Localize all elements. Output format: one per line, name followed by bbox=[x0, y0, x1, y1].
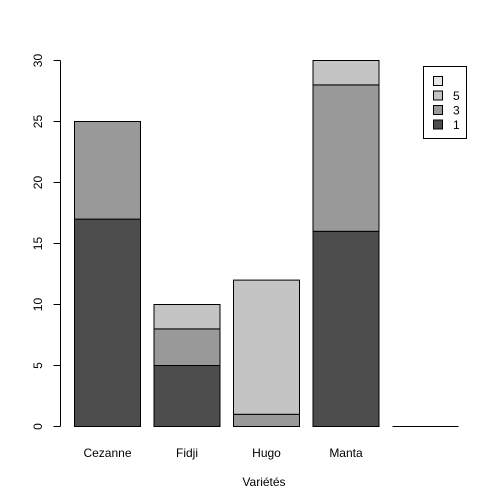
x-axis-title: Variétés bbox=[242, 475, 285, 489]
y-tick-label: 0 bbox=[31, 423, 45, 430]
x-tick-label: Cezanne bbox=[83, 446, 131, 460]
y-tick-label: 15 bbox=[31, 237, 45, 251]
legend-label: 5 bbox=[453, 89, 460, 103]
bar-segment-cezanne-1 bbox=[74, 218, 141, 427]
legend-box bbox=[423, 66, 467, 139]
bar-segment-hugo-5 bbox=[233, 279, 300, 415]
bar-segment-cezanne-3 bbox=[74, 121, 141, 220]
bar-segment-manta-5 bbox=[312, 60, 380, 86]
legend-label: 1 bbox=[453, 118, 460, 132]
legend-swatch bbox=[433, 105, 443, 115]
bars-layer bbox=[74, 60, 459, 427]
x-axis-labels: Cezanne Fidji Hugo Manta bbox=[83, 446, 363, 460]
y-tick-label: 20 bbox=[31, 176, 45, 190]
legend-swatch bbox=[433, 90, 443, 101]
bar-segment-fidji-5 bbox=[153, 304, 221, 330]
x-tick-label: Fidji bbox=[176, 446, 198, 460]
y-tick-label: 30 bbox=[31, 54, 45, 68]
legend-label: 3 bbox=[453, 104, 460, 118]
legend-swatch bbox=[433, 119, 443, 130]
bar-segment-hugo-3 bbox=[233, 413, 300, 427]
y-tick-label: 5 bbox=[31, 362, 45, 369]
legend: 531 bbox=[423, 66, 467, 139]
bar-segment-fidji-1 bbox=[153, 365, 221, 427]
y-tick-label: 25 bbox=[31, 115, 45, 129]
y-axis: 0 5 10 15 20 25 30 bbox=[31, 54, 61, 430]
x-tick-label: Hugo bbox=[252, 446, 281, 460]
bar-segment-fidji-3 bbox=[153, 328, 221, 366]
x-tick-label: Manta bbox=[329, 446, 363, 460]
legend-swatch bbox=[433, 76, 443, 86]
bar-segment-manta-3 bbox=[312, 84, 380, 232]
y-tick-label: 10 bbox=[31, 298, 45, 312]
bar-segment-manta-1 bbox=[312, 230, 380, 427]
